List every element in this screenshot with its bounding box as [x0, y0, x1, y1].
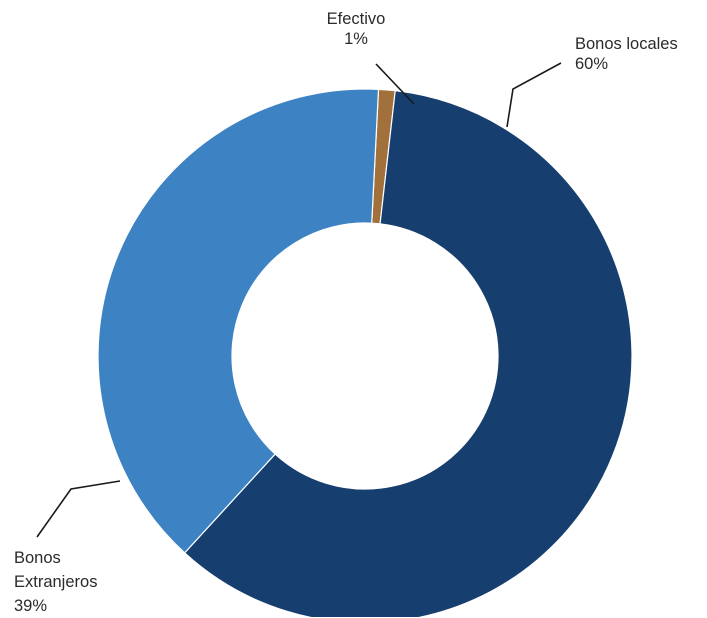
data-label-bonos-extranjeros-value: 39% — [14, 597, 48, 615]
slice-bonos-extranjeros — [97, 88, 380, 554]
data-label-bonos-locales: Bonos locales 60% — [575, 34, 678, 74]
data-label-bonos-locales-value: 60% — [575, 55, 609, 73]
data-label-efectivo-value: 1% — [344, 30, 368, 48]
data-label-bonos-extranjeros: Bonos Extranjeros 39% — [14, 546, 97, 618]
data-label-bonos-extranjeros-name-line2: Extranjeros — [14, 573, 98, 591]
leader-line-bonos-locales — [506, 62, 562, 128]
data-label-bonos-extranjeros-name-line1: Bonos — [14, 549, 61, 567]
data-label-bonos-locales-name: Bonos locales — [575, 35, 678, 53]
data-label-efectivo-name: Efectivo — [326, 10, 386, 28]
leader-line-bonos-extranjeros — [36, 480, 121, 538]
donut-slices — [97, 88, 633, 617]
slice-bonos-locales — [183, 90, 633, 617]
leader-lines — [36, 62, 562, 538]
data-label-efectivo: Efectivo 1% — [300, 9, 412, 49]
leader-line-efectivo — [375, 63, 415, 105]
